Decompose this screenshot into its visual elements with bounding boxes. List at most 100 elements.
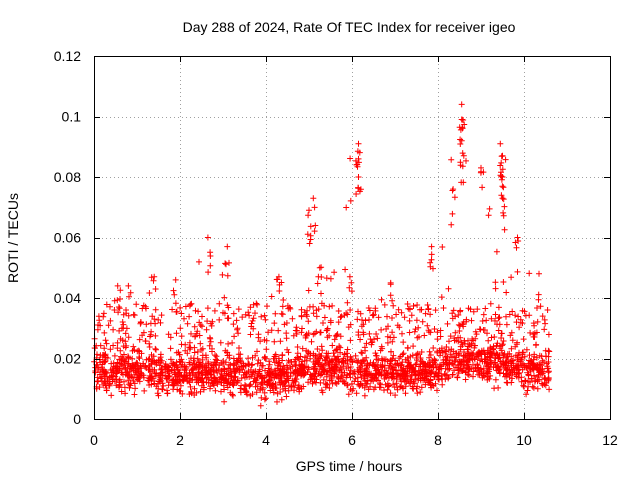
roti-point [204,305,211,312]
y-tick-label: 0 [73,411,81,427]
roti-point [205,269,212,276]
roti-point [327,275,334,282]
roti-point [333,332,340,339]
roti-point [125,312,132,319]
roti-point [166,372,173,379]
roti-point [276,359,283,366]
roti-point [300,383,307,390]
roti-point [127,382,134,389]
roti-point [226,259,232,266]
roti-point [400,371,407,378]
roti-point [345,324,352,331]
roti-point [332,379,339,386]
roti-point [516,349,522,356]
roti-point [457,126,464,133]
roti-point [322,357,328,364]
roti-point [116,384,122,391]
roti-point [360,331,367,338]
roti-point [296,386,303,393]
roti-point [379,363,386,370]
roti-point [265,329,272,336]
roti-point [120,321,127,328]
roti-point [508,345,515,352]
roti-point [102,358,109,365]
roti-point [151,380,158,387]
roti-point [430,345,437,351]
roti-point [390,352,397,359]
roti-point [164,387,170,394]
roti-point [97,375,104,382]
roti-point [195,308,202,315]
roti-point [159,380,166,387]
roti-point [354,316,361,323]
roti-point [223,377,230,384]
roti-point [130,343,137,350]
roti-point [480,169,487,176]
roti-point [220,309,226,316]
roti-point [440,305,447,311]
roti-point [536,352,543,359]
roti-point [251,375,258,382]
roti-point [159,386,166,393]
roti-point [350,385,357,392]
roti-point [165,331,172,338]
roti-point [314,358,321,365]
roti-point [196,332,203,339]
roti-point [327,317,334,324]
roti-point [159,373,166,379]
roti-point [357,381,364,388]
roti-point [504,379,511,386]
roti-point [411,328,418,335]
roti-point [326,332,333,339]
roti-point [316,264,323,271]
roti-point [224,315,231,322]
roti-point [536,376,543,383]
roti-point [104,355,111,361]
roti-point [245,355,252,362]
roti-point [253,300,260,307]
roti-point [193,379,200,386]
roti-point [291,387,297,394]
roti-point [431,326,438,332]
roti-point [263,346,270,353]
roti-point [252,310,258,317]
roti-point [314,280,321,287]
roti-point [382,381,389,388]
roti-point [427,311,434,318]
roti-point [136,378,143,385]
roti-point [479,184,486,191]
roti-point [298,312,305,319]
roti-point [333,356,340,362]
roti-point [492,363,499,370]
roti-point [227,372,234,379]
roti-point [160,382,167,389]
roti-point [487,300,494,307]
roti-point [514,339,521,346]
roti-point [455,338,462,345]
roti-point [358,349,365,356]
roti-point [366,370,373,377]
roti-point [207,262,214,269]
roti-point [250,378,257,385]
roti-point [343,365,350,372]
roti-point [417,389,424,396]
roti-point [275,327,282,334]
roti-point [285,382,292,389]
roti-point [117,296,123,302]
roti-point [172,374,179,380]
roti-point [232,373,239,380]
roti-point [134,348,141,355]
roti-point [214,378,221,385]
roti-point [401,314,408,321]
roti-point [318,290,324,297]
roti-point [514,356,521,363]
roti-point [492,376,499,383]
roti-point [239,314,246,321]
roti-point [153,361,160,368]
roti-point [116,305,123,312]
roti-point [313,313,320,320]
roti-point [426,359,433,366]
roti-point [349,358,356,365]
roti-point [261,336,268,343]
